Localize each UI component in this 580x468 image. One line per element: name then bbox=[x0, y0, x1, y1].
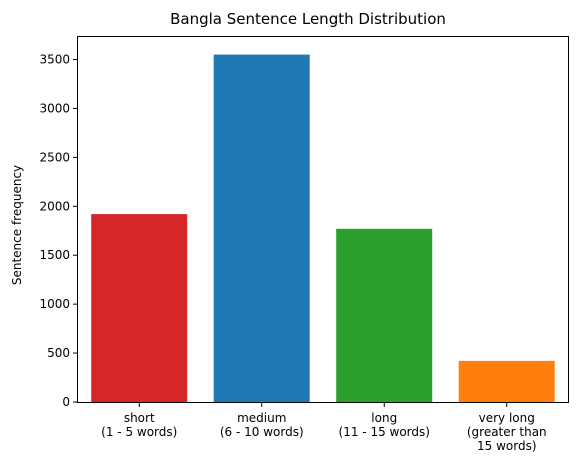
plot-frame bbox=[77, 36, 569, 403]
y-tick-label-0: 0 bbox=[62, 395, 70, 409]
bar-1 bbox=[213, 54, 310, 402]
bar-3 bbox=[458, 360, 555, 402]
bars-group bbox=[91, 54, 555, 402]
y-tick-label-2: 1000 bbox=[39, 297, 70, 311]
y-tick-label-5: 2500 bbox=[39, 150, 70, 164]
y-tick-label-3: 1500 bbox=[39, 248, 70, 262]
x-tick-label-0: short (1 - 5 words) bbox=[101, 411, 177, 439]
y-tick-label-6: 3000 bbox=[39, 101, 70, 115]
bar-2 bbox=[336, 228, 433, 402]
x-tick-label-2: long (11 - 15 words) bbox=[339, 411, 430, 439]
y-tick-label-4: 2000 bbox=[39, 199, 70, 213]
bar-0 bbox=[91, 214, 188, 402]
chart-title: Bangla Sentence Length Distribution bbox=[170, 10, 446, 28]
y-axis-ticks: 0 500 1000 1500 2000 2500 3000 3500 bbox=[39, 53, 78, 409]
x-tick-label-1: medium (6 - 10 words) bbox=[220, 411, 304, 439]
y-axis-label: Sentence frequency bbox=[10, 165, 24, 285]
y-tick-label-1: 500 bbox=[47, 346, 70, 360]
x-axis-ticks: short (1 - 5 words) medium (6 - 10 words) lo… bbox=[101, 402, 547, 453]
x-tick-label-3: very long (greater than 15 words) bbox=[467, 411, 547, 453]
y-tick-label-7: 3500 bbox=[39, 53, 70, 67]
